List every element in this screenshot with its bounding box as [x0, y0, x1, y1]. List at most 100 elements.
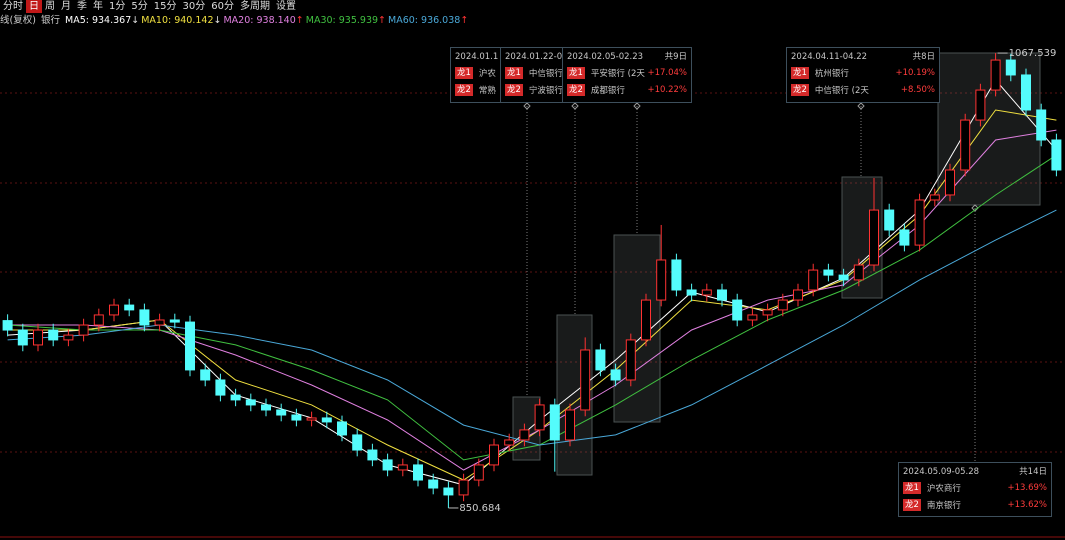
toolbar-tab[interactable]: 年 [93, 1, 103, 12]
period-date: 2024.05.09-05.28 [903, 467, 980, 477]
period-popup: 2024.01.22-0 龙1 中信银行龙2 宁波银行 [500, 47, 566, 103]
candle-body [929, 194, 940, 201]
legend-trend: ↓ [131, 15, 140, 26]
legend-trend: ↑ [295, 15, 304, 26]
legend-entry: MA5: 934.367 [65, 15, 132, 26]
candle-body [489, 444, 499, 466]
candle-body [823, 269, 834, 276]
toolbar-tab[interactable]: 日 [26, 0, 42, 13]
candle-body [732, 299, 743, 321]
candle-body [169, 319, 180, 323]
candle-body [1021, 74, 1031, 111]
candle-body [671, 259, 682, 291]
candle-body [625, 339, 636, 381]
legend-trend: ↓ [213, 15, 222, 26]
leader-name: 中信银行 (2天 [814, 85, 869, 96]
candle-body [397, 464, 408, 471]
leader-row: 龙1 沪农商行 +13.69% [903, 479, 1047, 496]
candle-body [352, 434, 363, 451]
candle-body [215, 379, 226, 396]
candle-body [200, 369, 211, 381]
period-days: 共14日 [1019, 467, 1047, 477]
chart-subtitle: 银行 [40, 15, 60, 26]
candle-body [580, 349, 591, 411]
toolbar-tab[interactable]: 周 [45, 1, 55, 12]
toolbar-tab[interactable]: 多周期 [239, 1, 270, 12]
connector-marker [523, 102, 531, 110]
period-popup: 2024.05.09-05.28 共14日龙1 沪农商行 +13.69% 龙2 南京银行 +… [898, 462, 1052, 517]
toolbar-tab[interactable]: 季 [77, 1, 87, 12]
candle-body [975, 89, 986, 121]
leader-badge: 龙2 [567, 83, 585, 96]
candle-body [914, 199, 925, 246]
leader-badge: 龙2 [903, 498, 921, 511]
leader-name: 常熟 [478, 85, 496, 96]
leader-badge: 龙2 [505, 83, 523, 96]
leader-badge: 龙1 [903, 481, 921, 494]
popup-header: 2024.02.05-02.23 共9日 [567, 50, 687, 64]
candle-body [33, 329, 43, 346]
popup-header: 2024.04.11-04.22 共8日 [791, 50, 935, 64]
connector-marker [633, 102, 641, 110]
leader-row: 龙1 平安银行 (2天 +17.04% [567, 64, 687, 81]
period-popup: 2024.04.11-04.22 共8日 龙1 杭州银行 +10.19% 龙2 中信银行 (… [786, 47, 940, 103]
candle-body [808, 269, 819, 291]
leader-badge: 龙2 [455, 83, 473, 96]
candle-body [747, 314, 758, 321]
max-label: 1067.539 [1009, 48, 1057, 59]
candle-body [534, 404, 545, 431]
leader-change: +13.69% [1007, 482, 1047, 493]
candle-body [48, 329, 59, 341]
toolbar-tab[interactable]: 1分 [109, 1, 126, 12]
leader-name: 杭州银行 [814, 68, 849, 79]
leader-row: 龙1 中信银行 [505, 64, 563, 81]
candle-body [276, 409, 287, 416]
candle-body [124, 304, 135, 311]
leader-change: +17.04% [647, 67, 687, 78]
candle-body [504, 439, 515, 446]
candle-body [853, 264, 864, 281]
connector-marker [857, 102, 865, 110]
leader-name: 平安银行 (2天 [590, 68, 645, 79]
leader-change: +10.22% [647, 84, 687, 95]
toolbar-tab[interactable]: 5分 [131, 1, 148, 12]
toolbar-tab[interactable]: 15分 [153, 1, 177, 12]
leader-badge: 龙2 [791, 83, 809, 96]
leader-name: 宁波银行 [528, 85, 563, 96]
candle-body [701, 289, 712, 296]
leader-badge: 龙1 [455, 66, 473, 79]
period-popup: 2024.02.05-02.23 共9日 龙1 平安银行 (2天 +17.04% 龙2 成都… [562, 47, 692, 103]
candle-body [367, 449, 378, 461]
candle-body [17, 329, 28, 346]
candle-body [884, 209, 895, 231]
leader-row: 龙2 宁波银行 [505, 81, 563, 98]
toolbar-tab[interactable]: 30分 [182, 1, 206, 12]
candle-body [869, 209, 879, 266]
period-date: 2024.01.22-0 [505, 52, 563, 62]
candle-body [793, 289, 803, 301]
leader-change: +8.50% [900, 84, 935, 95]
toolbar-tab[interactable]: 60分 [211, 1, 234, 12]
toolbar-tab[interactable]: 分时 [3, 1, 23, 12]
candle-body [899, 229, 910, 246]
toolbar-tab[interactable]: 月 [61, 1, 71, 12]
leader-name: 成都银行 [590, 85, 625, 96]
candle-body [641, 299, 651, 341]
leader-name: 南京银行 [926, 500, 961, 511]
candle-body [565, 409, 575, 441]
leader-row: 龙1 沪农 [455, 64, 505, 81]
connector-marker [971, 204, 979, 212]
leader-row: 龙2 成都银行 +10.22% [567, 81, 687, 98]
candle-body [762, 309, 773, 316]
toolbar-tab[interactable]: 设置 [275, 1, 296, 12]
candle-body [1036, 109, 1047, 141]
candle-body [473, 464, 484, 481]
candle-body [78, 324, 89, 336]
candle-body [63, 334, 74, 341]
period-date: 2024.02.05-02.23 [567, 52, 644, 62]
legend-trend: ↑ [378, 15, 387, 26]
candle-body [230, 394, 241, 401]
candle-body [306, 417, 317, 421]
chart-title: 线(复权) [0, 15, 36, 26]
leader-name: 沪农 [478, 68, 496, 79]
